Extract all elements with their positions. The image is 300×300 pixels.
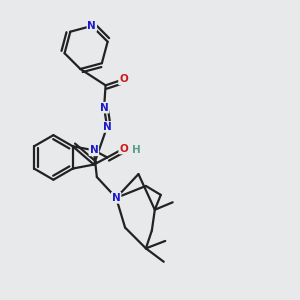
Text: N: N [89,145,98,155]
Text: N: N [112,193,121,203]
Text: N: N [88,21,96,31]
Text: N: N [100,103,109,112]
Text: O: O [119,143,128,154]
Text: H: H [132,145,140,155]
Text: N: N [103,122,112,132]
Text: O: O [119,74,128,84]
